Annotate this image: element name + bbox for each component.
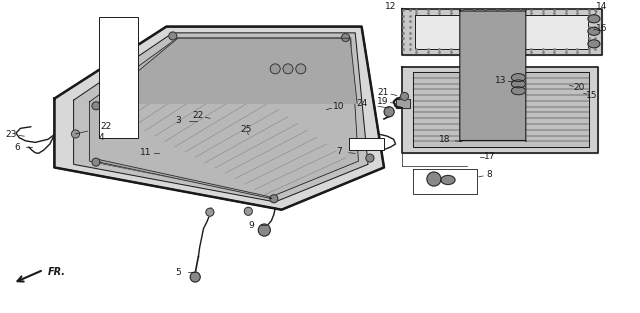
Text: 22: 22 — [193, 111, 204, 120]
Text: 12: 12 — [385, 2, 396, 11]
Ellipse shape — [511, 74, 525, 82]
Circle shape — [92, 158, 100, 166]
Polygon shape — [402, 9, 602, 55]
Text: 3: 3 — [175, 116, 180, 125]
Text: 15: 15 — [586, 91, 598, 100]
Circle shape — [169, 32, 177, 40]
Text: 11: 11 — [140, 148, 152, 157]
Circle shape — [206, 208, 214, 216]
Text: 23: 23 — [6, 130, 17, 139]
Text: 17: 17 — [484, 152, 495, 161]
Text: 24: 24 — [356, 100, 367, 108]
Circle shape — [283, 64, 293, 74]
Circle shape — [401, 92, 408, 100]
Circle shape — [342, 33, 349, 42]
Text: 22: 22 — [100, 122, 111, 131]
Text: 19: 19 — [377, 97, 388, 106]
FancyBboxPatch shape — [460, 10, 526, 141]
Ellipse shape — [511, 87, 525, 95]
Circle shape — [92, 102, 100, 110]
Text: 21: 21 — [377, 88, 388, 97]
Text: 4: 4 — [99, 133, 104, 142]
Polygon shape — [99, 160, 272, 199]
Text: 20: 20 — [573, 83, 585, 92]
Polygon shape — [413, 72, 589, 147]
Circle shape — [296, 64, 306, 74]
Polygon shape — [99, 38, 357, 103]
Ellipse shape — [588, 15, 600, 23]
Ellipse shape — [588, 40, 600, 48]
Circle shape — [270, 195, 278, 203]
Circle shape — [72, 130, 79, 138]
Circle shape — [427, 172, 441, 186]
Circle shape — [244, 207, 252, 215]
Text: 5: 5 — [175, 268, 180, 277]
Text: 18: 18 — [439, 136, 451, 144]
Polygon shape — [396, 99, 410, 108]
Text: 6: 6 — [15, 143, 20, 151]
Ellipse shape — [441, 176, 455, 184]
Circle shape — [366, 154, 374, 162]
Polygon shape — [402, 67, 598, 153]
FancyBboxPatch shape — [349, 138, 384, 150]
Text: 25: 25 — [241, 126, 252, 134]
Text: 16: 16 — [596, 24, 607, 33]
Text: 10: 10 — [333, 102, 345, 111]
Polygon shape — [90, 38, 358, 197]
Text: 7: 7 — [337, 147, 342, 156]
Text: FR.: FR. — [48, 267, 66, 277]
Circle shape — [190, 272, 200, 282]
Polygon shape — [415, 15, 588, 49]
Polygon shape — [54, 27, 384, 210]
Polygon shape — [74, 33, 368, 202]
FancyBboxPatch shape — [99, 17, 138, 138]
Circle shape — [384, 107, 394, 117]
Text: 8: 8 — [487, 170, 492, 179]
Circle shape — [270, 64, 280, 74]
Text: 13: 13 — [495, 76, 507, 85]
Circle shape — [259, 224, 270, 236]
Ellipse shape — [588, 27, 600, 35]
Text: 9: 9 — [249, 221, 254, 230]
Ellipse shape — [511, 80, 525, 88]
Text: 14: 14 — [596, 2, 607, 11]
